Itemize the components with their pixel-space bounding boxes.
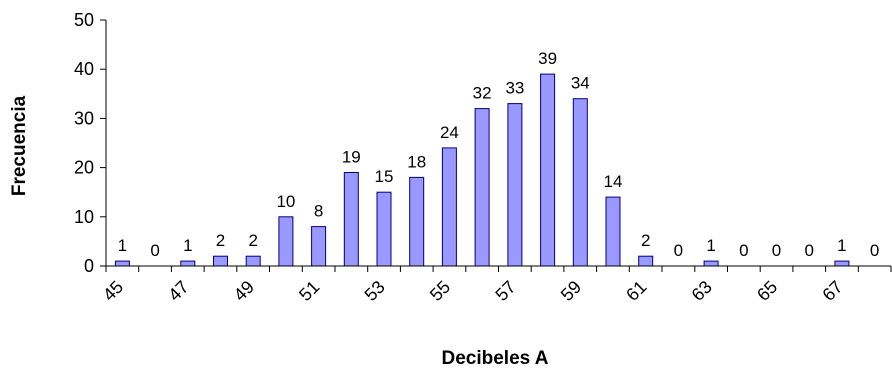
x-tick-label-49: 49 — [230, 277, 258, 305]
data-label-63: 1 — [706, 236, 715, 255]
y-tick-label-40: 40 — [74, 59, 94, 79]
data-label-61: 2 — [641, 231, 650, 250]
x-tick-label-67: 67 — [818, 277, 846, 305]
y-tick-label-50: 50 — [74, 10, 94, 30]
data-label-67: 1 — [837, 236, 846, 255]
data-label-52: 19 — [342, 148, 361, 167]
data-label-56: 32 — [473, 84, 492, 103]
data-label-57: 33 — [505, 79, 524, 98]
bar-67 — [834, 260, 850, 267]
bar-54 — [409, 176, 425, 267]
data-label-62: 0 — [674, 241, 683, 260]
x-tick-label-63: 63 — [688, 277, 716, 305]
bar-47 — [180, 260, 196, 267]
y-tick-label-0: 0 — [84, 256, 94, 276]
data-label-54: 18 — [407, 152, 426, 171]
bar-59 — [572, 98, 588, 267]
x-axis-title: Decibeles A — [441, 348, 548, 369]
data-label-47: 1 — [183, 236, 192, 255]
bar-56 — [474, 108, 490, 267]
bar-51 — [311, 226, 327, 267]
bar-48 — [213, 255, 228, 267]
bar-60 — [605, 196, 621, 267]
x-tick-label-53: 53 — [361, 277, 389, 305]
bar-57 — [507, 103, 523, 267]
y-tick-label-30: 30 — [74, 108, 94, 128]
y-tick-label-10: 10 — [74, 207, 94, 227]
data-label-48: 2 — [216, 231, 225, 250]
x-tick-label-55: 55 — [426, 277, 454, 305]
data-label-58: 39 — [538, 49, 557, 68]
bar-50 — [278, 216, 294, 267]
data-label-51: 8 — [314, 202, 323, 221]
x-tick-label-47: 47 — [164, 277, 192, 305]
x-tick-label-65: 65 — [753, 277, 781, 305]
data-label-64: 0 — [739, 241, 748, 260]
data-label-55: 24 — [440, 123, 459, 142]
y-axis-title: Frecuencia — [9, 95, 30, 196]
data-label-49: 2 — [248, 231, 257, 250]
x-tick-label-59: 59 — [557, 277, 585, 305]
data-label-46: 0 — [150, 241, 159, 260]
x-tick-label-57: 57 — [491, 277, 519, 305]
data-label-45: 1 — [118, 236, 127, 255]
bar-55 — [441, 147, 457, 267]
bar-61 — [638, 255, 654, 267]
x-tick-label-61: 61 — [622, 277, 650, 305]
bar-52 — [343, 172, 359, 267]
bar-63 — [703, 260, 719, 267]
data-label-50: 10 — [276, 192, 295, 211]
data-label-60: 14 — [604, 172, 623, 191]
bar-53 — [376, 191, 392, 267]
data-label-66: 0 — [804, 241, 813, 260]
x-tick-label-51: 51 — [295, 277, 323, 305]
data-label-65: 0 — [772, 241, 781, 260]
data-label-68: 0 — [870, 241, 879, 260]
x-tick-label-45: 45 — [99, 277, 127, 305]
bar-45 — [114, 260, 130, 267]
data-label-59: 34 — [571, 74, 590, 93]
data-label-53: 15 — [375, 167, 394, 186]
bar-58 — [540, 73, 556, 267]
bar-49 — [245, 255, 261, 267]
y-tick-label-20: 20 — [74, 158, 94, 178]
